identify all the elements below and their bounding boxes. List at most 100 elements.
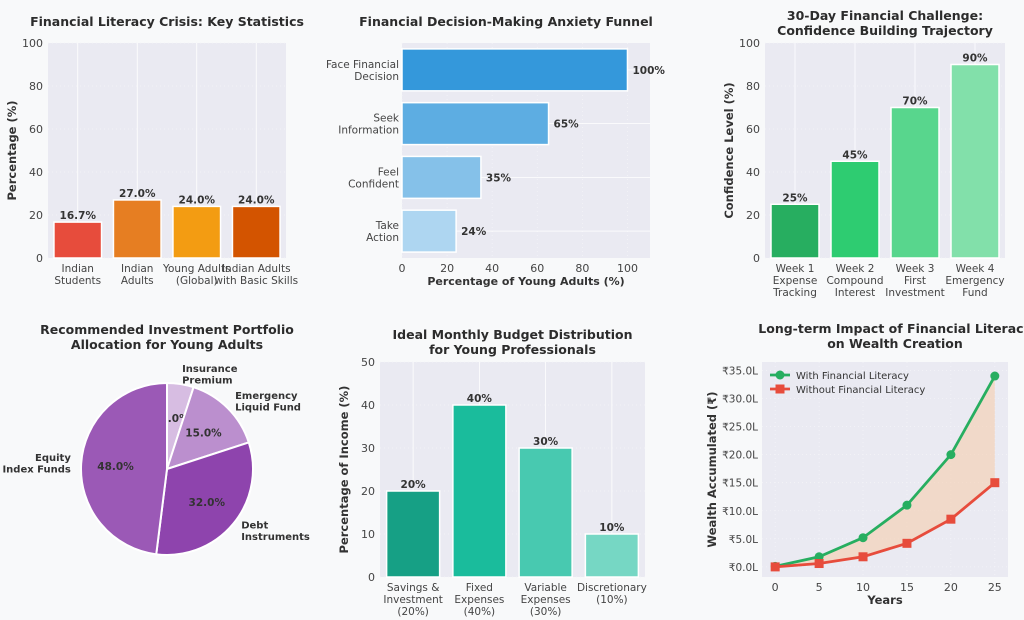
y-tick-label: Action	[366, 232, 399, 244]
data-label: 48.0%	[97, 461, 134, 473]
legend-marker	[775, 384, 785, 394]
y-tick-label: ₹35.0L	[722, 365, 758, 377]
x-tick-label: 20	[440, 262, 454, 275]
data-label: 24.0%	[179, 194, 216, 206]
bar	[584, 533, 640, 578]
y-axis-label: Wealth Accumulated (₹)	[705, 391, 719, 547]
slice-label: Liquid Fund	[235, 402, 301, 413]
bar	[401, 209, 457, 253]
y-axis-label: Percentage of Income (%)	[337, 386, 351, 554]
chart-title: Allocation for Young Adults	[71, 337, 263, 352]
bar	[401, 155, 482, 200]
x-tick-label: Variable	[524, 582, 567, 594]
x-tick-label: Compound	[826, 275, 883, 287]
x-tick-label: (Global)	[176, 275, 218, 287]
bar	[112, 199, 162, 259]
chart-title: for Young Professionals	[429, 342, 596, 357]
y-tick-label: Information	[338, 125, 399, 137]
chart-title: Recommended Investment Portfolio	[40, 322, 294, 337]
data-label: 70%	[902, 96, 928, 108]
x-tick-label: Emergency	[945, 275, 1004, 287]
chart-title: on Wealth Creation	[827, 336, 963, 351]
y-tick-label: 80	[29, 80, 43, 93]
chart-title: Financial Decision-Making Anxiety Funnel	[359, 14, 653, 29]
y-tick-label: Confident	[348, 178, 399, 190]
x-tick-label: 80	[575, 262, 589, 275]
x-tick-label: Week 2	[836, 263, 875, 275]
data-label: 100%	[632, 65, 665, 77]
slice-label: Equity	[35, 453, 71, 464]
bar	[830, 160, 880, 259]
chart-title: Confidence Building Trajectory	[777, 23, 993, 38]
x-tick-label: Tracking	[772, 287, 817, 299]
bar	[770, 203, 820, 259]
x-tick-label: Investment	[383, 594, 442, 606]
x-tick-label: 0	[772, 581, 779, 594]
x-tick-label: 15	[900, 581, 914, 594]
x-tick-label: Savings &	[387, 582, 440, 594]
x-axis-label: Percentage of Young Adults (%)	[427, 275, 624, 288]
data-label: 40%	[467, 393, 493, 405]
data-label: 30%	[533, 436, 559, 448]
bar	[401, 101, 550, 146]
y-tick-label: 40	[361, 399, 375, 412]
x-tick-label: Fund	[962, 287, 987, 299]
x-tick-label: Interest	[835, 287, 875, 299]
y-tick-label: 0	[753, 252, 760, 265]
x-tick-label: Young Adults	[162, 263, 231, 275]
x-tick-label: 25	[988, 581, 1002, 594]
bar	[231, 205, 281, 259]
x-tick-label: 20	[944, 581, 958, 594]
bar	[172, 205, 222, 259]
series-line	[774, 375, 997, 568]
y-tick-label: 10	[361, 528, 375, 541]
slice-label: Instruments	[241, 532, 310, 543]
x-tick-label: Indian	[121, 263, 153, 275]
x-tick-label: Expenses	[454, 594, 504, 606]
data-label: 15.0%	[185, 428, 222, 440]
x-tick-label: Expenses	[521, 594, 571, 606]
x-tick-label: 10	[856, 581, 870, 594]
y-tick-label: Take	[375, 220, 399, 232]
data-point	[946, 514, 956, 524]
bar	[890, 106, 940, 259]
y-tick-label: ₹10.0L	[722, 506, 758, 518]
y-tick-label: ₹15.0L	[722, 478, 758, 490]
data-label: 25%	[782, 192, 808, 204]
x-tick-label: (30%)	[530, 606, 562, 618]
y-tick-label: 20	[361, 485, 375, 498]
y-tick-label: ₹30.0L	[722, 393, 758, 405]
y-tick-label: 60	[29, 123, 43, 136]
slice-label: Debt	[241, 520, 268, 531]
chart-3: 5.0%InsurancePremium15.0%EmergencyLiquid…	[2, 322, 310, 556]
data-point	[858, 552, 868, 562]
y-tick-label: 0	[368, 571, 375, 584]
data-point	[946, 450, 956, 460]
y-tick-label: Seek	[373, 113, 400, 125]
legend-label: Without Financial Literacy	[796, 385, 925, 396]
x-tick-label: Students	[54, 275, 101, 287]
chart-title: 30-Day Financial Challenge:	[787, 8, 983, 23]
y-axis-label: Percentage (%)	[5, 100, 19, 200]
series-line	[775, 481, 996, 569]
x-tick-label: 5	[816, 581, 823, 594]
data-label: 32.0%	[189, 497, 226, 509]
fill-between-area	[775, 376, 995, 567]
bar	[452, 404, 507, 578]
y-tick-label: Face Financial	[326, 59, 399, 71]
data-label: 20%	[401, 479, 427, 491]
x-tick-label: (20%)	[397, 606, 429, 618]
x-tick-label: Week 1	[776, 263, 815, 275]
y-tick-label: 80	[746, 80, 760, 93]
x-tick-label: Week 4	[956, 263, 995, 275]
y-tick-label: Feel	[378, 166, 399, 178]
x-tick-label: (10%)	[596, 594, 628, 606]
x-tick-label: 100	[617, 262, 638, 275]
data-label: 24%	[461, 226, 487, 238]
x-tick-label: Investment	[885, 287, 944, 299]
y-tick-label: 100	[739, 37, 760, 50]
y-tick-label: 40	[746, 166, 760, 179]
data-point	[770, 562, 780, 572]
y-tick-label: 0	[36, 252, 43, 265]
